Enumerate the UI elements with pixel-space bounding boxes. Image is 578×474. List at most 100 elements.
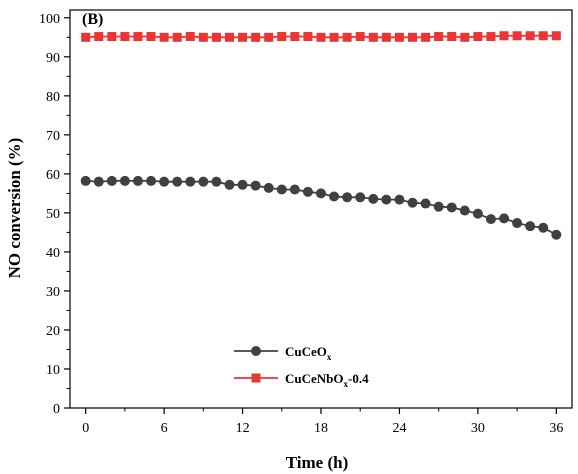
data-point [316,188,326,199]
data-point [251,32,261,42]
data-point [434,32,444,42]
data-point [211,176,222,187]
series-1 [80,175,562,240]
data-point [198,176,209,187]
y-axis: 0 10 20 30 40 50 60 70 80 90 100 [39,12,70,417]
data-point [302,186,313,197]
data-point [250,180,261,191]
data-point [224,32,234,42]
x-tick-label: 6 [161,421,168,436]
data-point [394,32,404,42]
y-tick-label: 80 [46,90,60,105]
data-point [276,184,287,195]
data-point [185,176,196,187]
data-point [551,229,562,240]
data-point [185,32,195,42]
plot-area: 0 6 12 18 24 30 36 0 10 20 30 40 50 60 70 80 90 100 [39,9,573,436]
x-tick-label: 0 [82,421,89,436]
y-tick-label: 40 [46,246,60,261]
data-point [146,175,157,186]
data-point [81,32,91,42]
legend-subscript: x [327,352,332,362]
data-point [303,32,313,42]
data-point [525,31,535,41]
data-point [446,202,457,213]
data-point [277,32,287,42]
data-point [329,191,340,202]
x-tick-label: 30 [471,421,485,436]
data-point [355,192,366,203]
legend-suffix: -0.4 [348,371,369,386]
y-axis-title: NO conversion (%) [5,138,24,279]
data-point [538,31,548,41]
data-point [107,32,117,42]
y-tick-label: 10 [46,363,60,378]
y-tick-label: 90 [46,51,60,66]
data-point [472,208,483,219]
legend-subscript: x [344,379,349,389]
y-tick-label: 30 [46,285,60,300]
data-point [381,194,392,205]
legend-name: CuCeO [285,344,327,359]
data-point [512,31,522,41]
data-point [421,32,431,42]
legend-item: CuCeOx [234,344,332,362]
data-point [106,175,117,186]
x-tick-label: 12 [236,421,250,436]
data-point [289,184,300,195]
y-tick-label: 0 [53,402,60,417]
panel-label: (B) [82,11,103,28]
data-point [132,175,143,186]
y-tick-label: 20 [46,324,60,339]
data-point [368,193,379,204]
data-point [473,32,483,42]
legend-label: CuCeNbOx-0.4 [285,371,369,389]
series-2 [81,31,561,42]
legend-item: CuCeNbOx-0.4 [234,371,369,389]
data-point [394,194,405,205]
x-tick-label: 18 [314,421,328,436]
legend-marker [251,373,261,383]
data-point [512,218,523,229]
data-point [342,32,352,42]
data-point [420,198,431,209]
data-point [316,32,326,42]
data-point [93,176,104,187]
data-point [119,175,130,186]
data-point [486,32,496,42]
data-point [290,32,300,42]
legend-name: CuCeNbO [285,371,344,386]
data-point [485,214,496,225]
data-point [198,32,208,42]
data-point [172,176,183,187]
legend-marker [251,346,261,356]
data-point [237,179,248,190]
data-point [368,32,378,42]
data-point [159,176,170,187]
data-point [80,175,91,186]
data-point [172,32,182,42]
y-tick-label: 100 [39,12,60,27]
data-point [355,32,365,42]
x-tick-label: 24 [392,421,406,436]
y-tick-label: 70 [46,129,60,144]
data-point [525,221,536,232]
x-axis-title: Time (h) [286,453,349,472]
data-point [264,32,274,42]
y-tick-label: 60 [46,168,60,183]
data-point [381,32,391,42]
data-point [407,197,418,208]
series-layer [80,31,562,240]
y-tick-label: 50 [46,207,60,222]
data-point [551,31,561,41]
legend-label: CuCeOx [285,344,332,362]
data-point [133,32,143,42]
data-point [94,32,104,42]
data-point [159,32,169,42]
x-tick-label: 36 [549,421,563,436]
data-point [211,32,221,42]
data-point [459,205,470,216]
data-point [499,31,509,41]
